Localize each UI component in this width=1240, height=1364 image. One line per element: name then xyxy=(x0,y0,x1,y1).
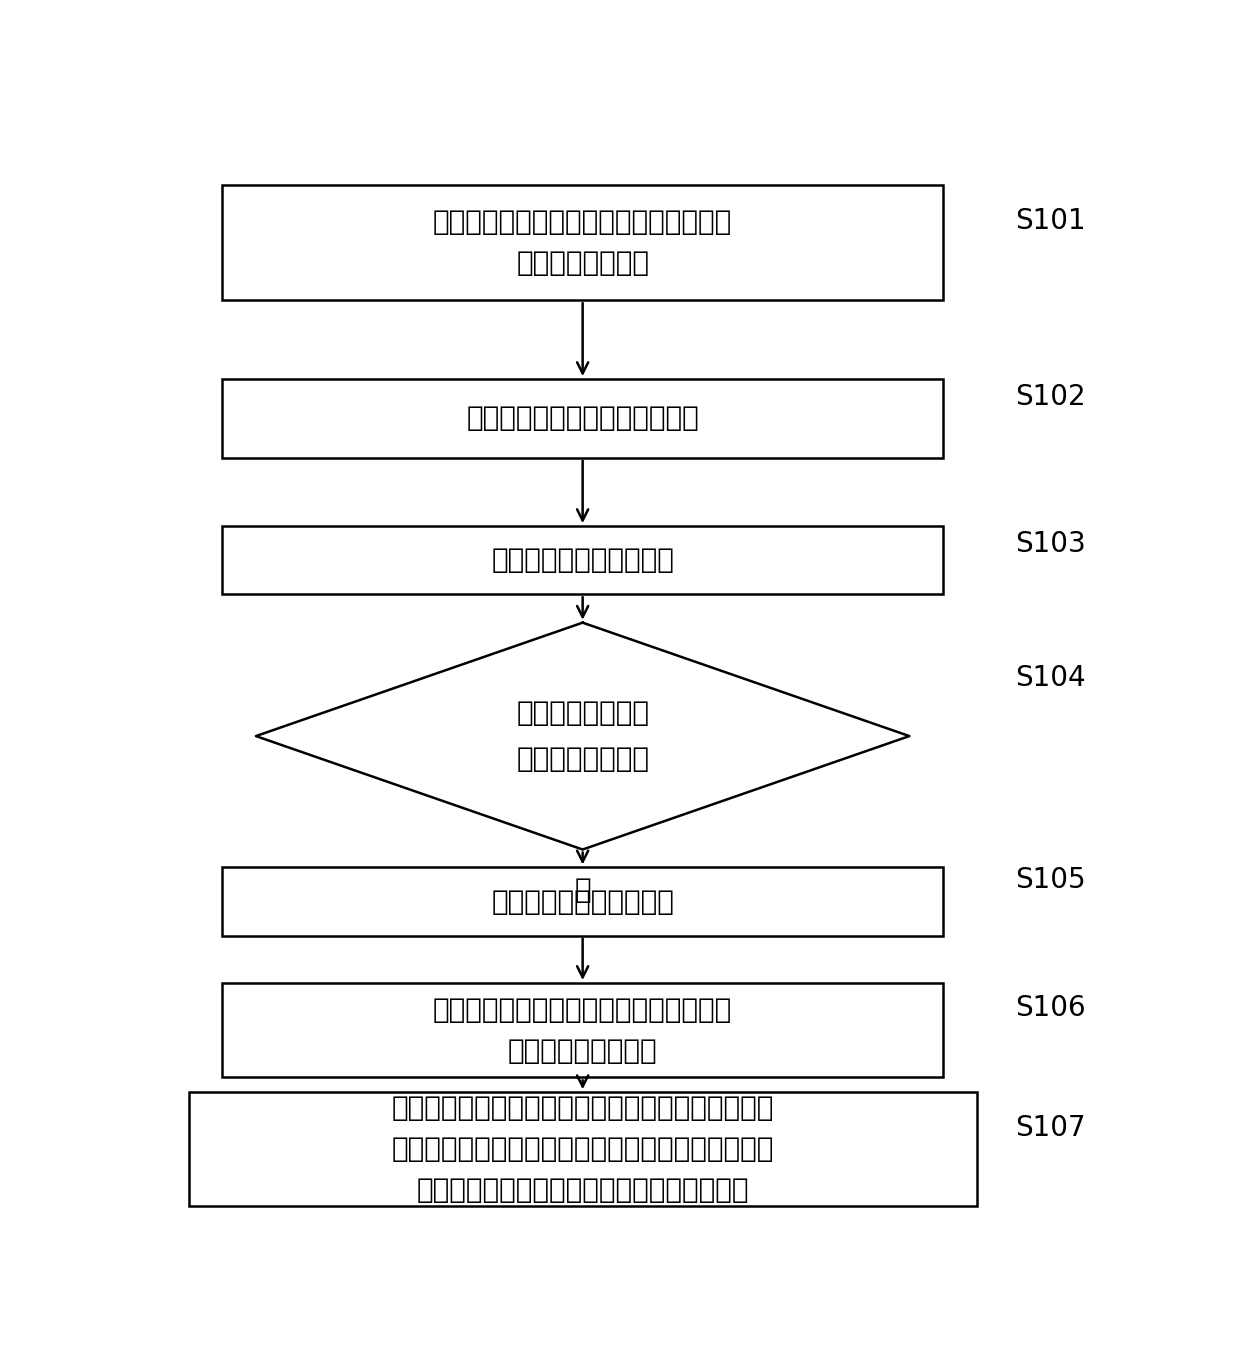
Bar xyxy=(222,868,942,936)
Bar xyxy=(222,983,942,1078)
Text: S106: S106 xyxy=(1016,994,1086,1022)
Text: 识别用户选择的充电模式: 识别用户选择的充电模式 xyxy=(491,888,675,915)
Text: S103: S103 xyxy=(1016,529,1086,558)
Bar xyxy=(222,379,942,458)
Text: 根据行驶里程计算充电定时时间: 根据行驶里程计算充电定时时间 xyxy=(466,404,699,432)
Text: S107: S107 xyxy=(1016,1114,1086,1142)
Text: S105: S105 xyxy=(1016,866,1086,893)
Text: 如果充电模式为经济模式，则获取在用车
时间内的低电价时间: 如果充电模式为经济模式，则获取在用车 时间内的低电价时间 xyxy=(433,996,733,1065)
Text: S104: S104 xyxy=(1016,664,1086,693)
Text: S102: S102 xyxy=(1016,383,1086,411)
Bar xyxy=(222,527,942,595)
Text: 是: 是 xyxy=(574,876,591,904)
Bar xyxy=(222,184,942,300)
Text: 判断充电定时时间
是否小于用车时间: 判断充电定时时间 是否小于用车时间 xyxy=(516,700,650,773)
Text: 在电动汽车进入无线充电区域后，接收用
户输入的行驶里程: 在电动汽车进入无线充电区域后，接收用 户输入的行驶里程 xyxy=(433,207,733,277)
Text: 在动力电池开始充电后，控制动力电池在常规电价时
段的充电时长为充电定时时间与低电价时间的差值，
待进入低电价时段后，充电时间为低电价时间: 在动力电池开始充电后，控制动力电池在常规电价时 段的充电时长为充电定时时间与低电… xyxy=(392,1094,774,1204)
Text: 接收用户输入的用车时间: 接收用户输入的用车时间 xyxy=(491,546,675,574)
Bar xyxy=(188,1093,977,1206)
Text: S101: S101 xyxy=(1016,207,1086,236)
